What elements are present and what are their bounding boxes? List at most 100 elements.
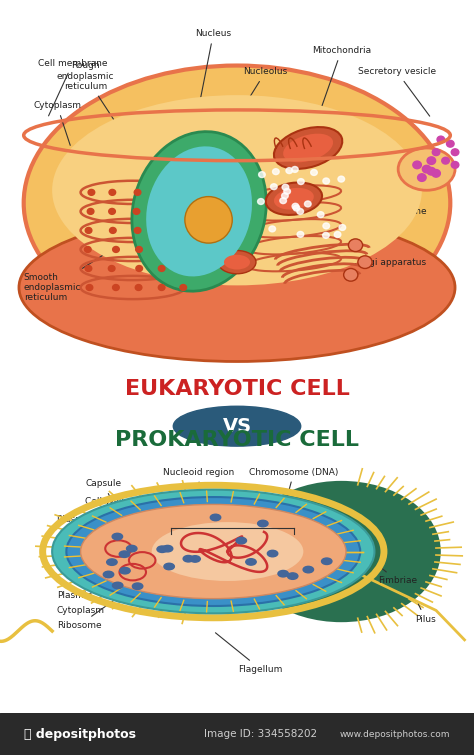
Circle shape <box>179 190 186 196</box>
Circle shape <box>85 266 92 272</box>
Ellipse shape <box>218 251 256 274</box>
Text: Secretory vesicle: Secretory vesicle <box>358 67 436 116</box>
Text: Ⓣ depositphotos: Ⓣ depositphotos <box>24 728 136 741</box>
Circle shape <box>437 136 445 143</box>
Ellipse shape <box>242 481 441 622</box>
Circle shape <box>422 165 431 173</box>
Text: Chromosome (DNA): Chromosome (DNA) <box>249 467 338 504</box>
Circle shape <box>297 208 303 214</box>
Text: Rough
endoplasmic
reticulum: Rough endoplasmic reticulum <box>56 61 117 125</box>
Circle shape <box>109 227 116 233</box>
Circle shape <box>180 285 187 291</box>
Ellipse shape <box>274 127 342 169</box>
Text: Nucleolus: Nucleolus <box>219 67 288 146</box>
Text: Cell Wall: Cell Wall <box>85 497 124 514</box>
Circle shape <box>134 227 141 233</box>
Circle shape <box>267 550 278 556</box>
Circle shape <box>158 285 165 291</box>
Circle shape <box>282 184 289 190</box>
Circle shape <box>413 161 421 168</box>
Circle shape <box>136 266 143 272</box>
Circle shape <box>120 568 130 574</box>
Circle shape <box>287 573 298 579</box>
Text: Cytoplasm: Cytoplasm <box>57 577 130 615</box>
Circle shape <box>258 520 268 527</box>
Circle shape <box>293 205 300 211</box>
Text: Plasmid: Plasmid <box>57 568 116 600</box>
Circle shape <box>338 176 345 182</box>
Circle shape <box>132 583 143 590</box>
Circle shape <box>135 285 142 291</box>
Circle shape <box>158 190 165 196</box>
Circle shape <box>292 203 299 209</box>
Circle shape <box>427 157 436 165</box>
Circle shape <box>418 174 426 181</box>
Circle shape <box>88 190 95 196</box>
Circle shape <box>292 167 298 172</box>
Text: PROKARYOTIC CELL: PROKARYOTIC CELL <box>115 430 359 450</box>
Circle shape <box>339 224 346 230</box>
Ellipse shape <box>146 146 252 276</box>
Text: Ribosome: Ribosome <box>372 192 427 216</box>
Circle shape <box>134 190 141 196</box>
Circle shape <box>432 149 440 156</box>
Text: Cytoplasm: Cytoplasm <box>33 101 81 146</box>
Circle shape <box>323 223 329 229</box>
Text: VS: VS <box>222 417 252 436</box>
Text: Golgi apparatus: Golgi apparatus <box>355 254 427 267</box>
Circle shape <box>269 226 275 232</box>
Circle shape <box>109 190 116 196</box>
Text: Plasma Membrane: Plasma Membrane <box>57 515 141 532</box>
Text: Mitochondria: Mitochondria <box>312 46 371 116</box>
Text: Pilus: Pilus <box>415 604 436 624</box>
Circle shape <box>323 178 329 184</box>
Ellipse shape <box>81 504 346 599</box>
Circle shape <box>304 201 311 207</box>
Circle shape <box>157 546 167 553</box>
Circle shape <box>297 232 304 237</box>
Circle shape <box>119 551 130 557</box>
Text: Nucleoid region: Nucleoid region <box>164 467 235 504</box>
Circle shape <box>447 140 454 147</box>
Circle shape <box>273 168 279 174</box>
Circle shape <box>109 266 115 272</box>
Circle shape <box>432 170 440 177</box>
Circle shape <box>112 533 123 540</box>
Circle shape <box>190 556 201 562</box>
Ellipse shape <box>185 196 232 243</box>
Text: Nucleus: Nucleus <box>195 29 231 103</box>
Circle shape <box>282 193 288 199</box>
Circle shape <box>451 149 459 156</box>
Circle shape <box>85 227 92 233</box>
Circle shape <box>310 170 317 175</box>
Ellipse shape <box>224 254 250 270</box>
Circle shape <box>259 171 265 177</box>
Circle shape <box>303 566 313 573</box>
Ellipse shape <box>398 148 455 190</box>
Ellipse shape <box>24 66 450 341</box>
Circle shape <box>182 208 188 214</box>
Circle shape <box>298 179 304 184</box>
Circle shape <box>210 514 221 521</box>
Circle shape <box>109 208 115 214</box>
Text: www.depositphotos.com: www.depositphotos.com <box>340 730 450 738</box>
Circle shape <box>284 189 291 194</box>
Text: Flagellum: Flagellum <box>216 633 283 673</box>
Circle shape <box>451 162 459 168</box>
Circle shape <box>442 157 449 164</box>
Text: Capsule: Capsule <box>85 479 121 502</box>
Ellipse shape <box>52 95 422 285</box>
Ellipse shape <box>52 490 374 613</box>
Circle shape <box>317 211 324 217</box>
Text: Smooth
endoplasmic
reticulum: Smooth endoplasmic reticulum <box>24 247 116 303</box>
Circle shape <box>348 239 363 251</box>
Circle shape <box>112 582 123 589</box>
Circle shape <box>86 285 93 291</box>
Circle shape <box>156 246 163 252</box>
Circle shape <box>173 406 301 446</box>
Text: Fimbriae: Fimbriae <box>378 568 417 585</box>
Circle shape <box>334 232 341 238</box>
Circle shape <box>87 208 94 214</box>
Circle shape <box>107 559 117 565</box>
Ellipse shape <box>66 497 360 606</box>
